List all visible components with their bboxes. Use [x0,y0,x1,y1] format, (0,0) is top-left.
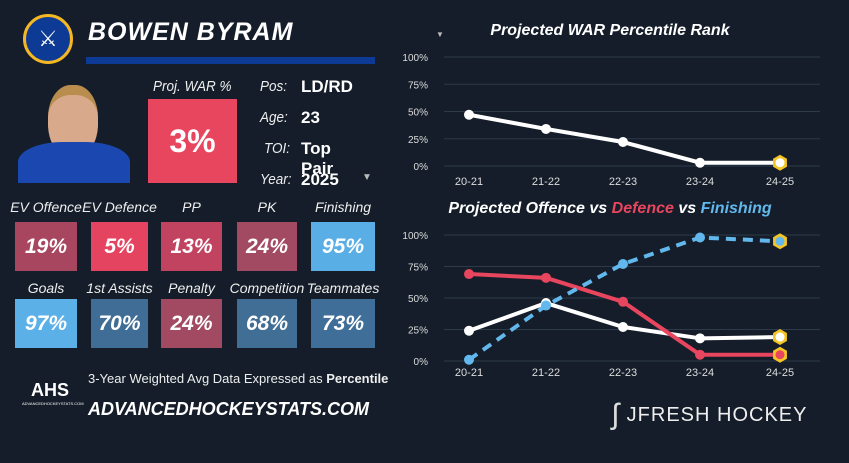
data-point [464,109,474,120]
x-tick-label: 24-25 [766,367,794,379]
tile-label: EV Defence [82,199,157,215]
pos-value: LD/RD [301,77,353,96]
x-tick-label: 21-22 [532,176,560,188]
chart-dropdown-icon[interactable]: ▼ [436,30,444,39]
data-point [695,349,705,360]
buffalo-icon: ⚔ [38,26,58,51]
y-tick-label: 25% [408,326,428,337]
data-point [464,325,474,336]
ahs-logo: AHS ADVANCEDHOCKEYSTATS.COM [22,380,84,406]
year-value[interactable]: 2025 [301,170,339,189]
year-label: Year: [260,171,292,188]
y-tick-label: 75% [408,263,428,274]
stat-tile: 97% [15,299,77,348]
data-point [695,157,705,168]
tile-label: Competition [229,280,305,296]
stat-tile: 24% [161,299,222,348]
data-point [541,272,551,283]
pos-label: Pos: [260,78,288,95]
note-bold: Percentile [326,371,389,386]
data-point [464,354,474,365]
x-tick-label: 23-24 [686,367,714,379]
toi-value: Top Pair [301,139,334,178]
x-tick-label: 23-24 [686,176,714,188]
player-photo [18,80,130,183]
tile-label: Finishing [314,199,372,215]
player-name: BOWEN BYRAM [88,18,294,46]
chart2-title: Projected Offence vs Defence vs Finishin… [420,200,800,218]
tile-label: PP [182,199,201,215]
data-point [695,232,705,243]
x-tick-label: 21-22 [532,367,560,379]
team-logo: ⚔ [23,14,73,64]
chart1-title: Projected WAR Percentile Rank [490,22,730,39]
data-point [775,332,785,342]
age-label: Age: [260,109,288,126]
data-point [541,300,551,311]
title-finishing: Finishing [700,200,772,217]
x-tick-label: 20-21 [455,367,483,379]
tile-label: 1st Assists [86,280,153,296]
x-tick-label: 22-23 [609,367,637,379]
y-tick-label: 25% [408,135,428,146]
stat-tile: 5% [91,222,148,271]
stat-tile: 73% [311,299,375,348]
y-tick-label: 0% [414,357,429,368]
x-tick-label: 22-23 [609,176,637,188]
jfresh-brand: ʃ JFRESH HOCKEY [612,398,807,432]
x-tick-label: 20-21 [455,176,483,188]
data-point [618,321,628,332]
stat-tile: 70% [91,299,148,348]
data-point [618,137,628,148]
age-value: 23 [301,108,320,127]
series-line-finishing [467,235,781,362]
toi-label: TOI: [264,140,291,157]
stat-tile: 24% [237,222,297,271]
stat-tile: 19% [15,222,77,271]
site-link[interactable]: ADVANCEDHOCKEYSTATS.COM [88,399,370,419]
y-tick-label: 100% [402,53,428,64]
chevron-down-icon[interactable]: ▼ [362,172,372,183]
data-point [775,158,785,168]
series-line-offence [468,301,781,341]
y-tick-label: 100% [402,231,428,242]
stat-tile: 13% [161,222,222,271]
note-text: 3-Year Weighted Avg Data Expressed as [88,371,327,386]
data-point [541,123,551,134]
data-point [695,333,705,344]
tile-label: PK [257,199,277,215]
title-defence: Defence [611,200,674,217]
tile-label: Penalty [168,280,215,296]
data-point [464,269,474,280]
tile-label: EV Offence [10,199,82,215]
title-vs: vs [673,200,701,217]
jfresh-logo-icon: ʃ [612,398,619,431]
tile-label: Goals [27,280,65,296]
title-offence: Projected Offence vs [448,200,612,217]
y-tick-label: 75% [408,80,428,91]
proj-war-box: 3% [148,99,237,183]
data-point [618,258,628,269]
stat-tile: 95% [311,222,375,271]
x-tick-label: 24-25 [766,176,794,188]
y-tick-label: 0% [414,162,429,173]
data-note: 3-Year Weighted Avg Data Expressed as Pe… [88,371,388,386]
data-point [775,350,785,360]
brand-text: JFRESH HOCKEY [626,403,808,426]
stat-tile: 68% [237,299,297,348]
y-tick-label: 50% [408,108,428,119]
tile-label: Teammates [306,280,380,296]
proj-war-label: Proj. WAR % [153,78,232,95]
y-tick-label: 50% [408,294,428,305]
name-underline [86,57,375,64]
data-point [618,296,628,307]
data-point [775,236,785,246]
